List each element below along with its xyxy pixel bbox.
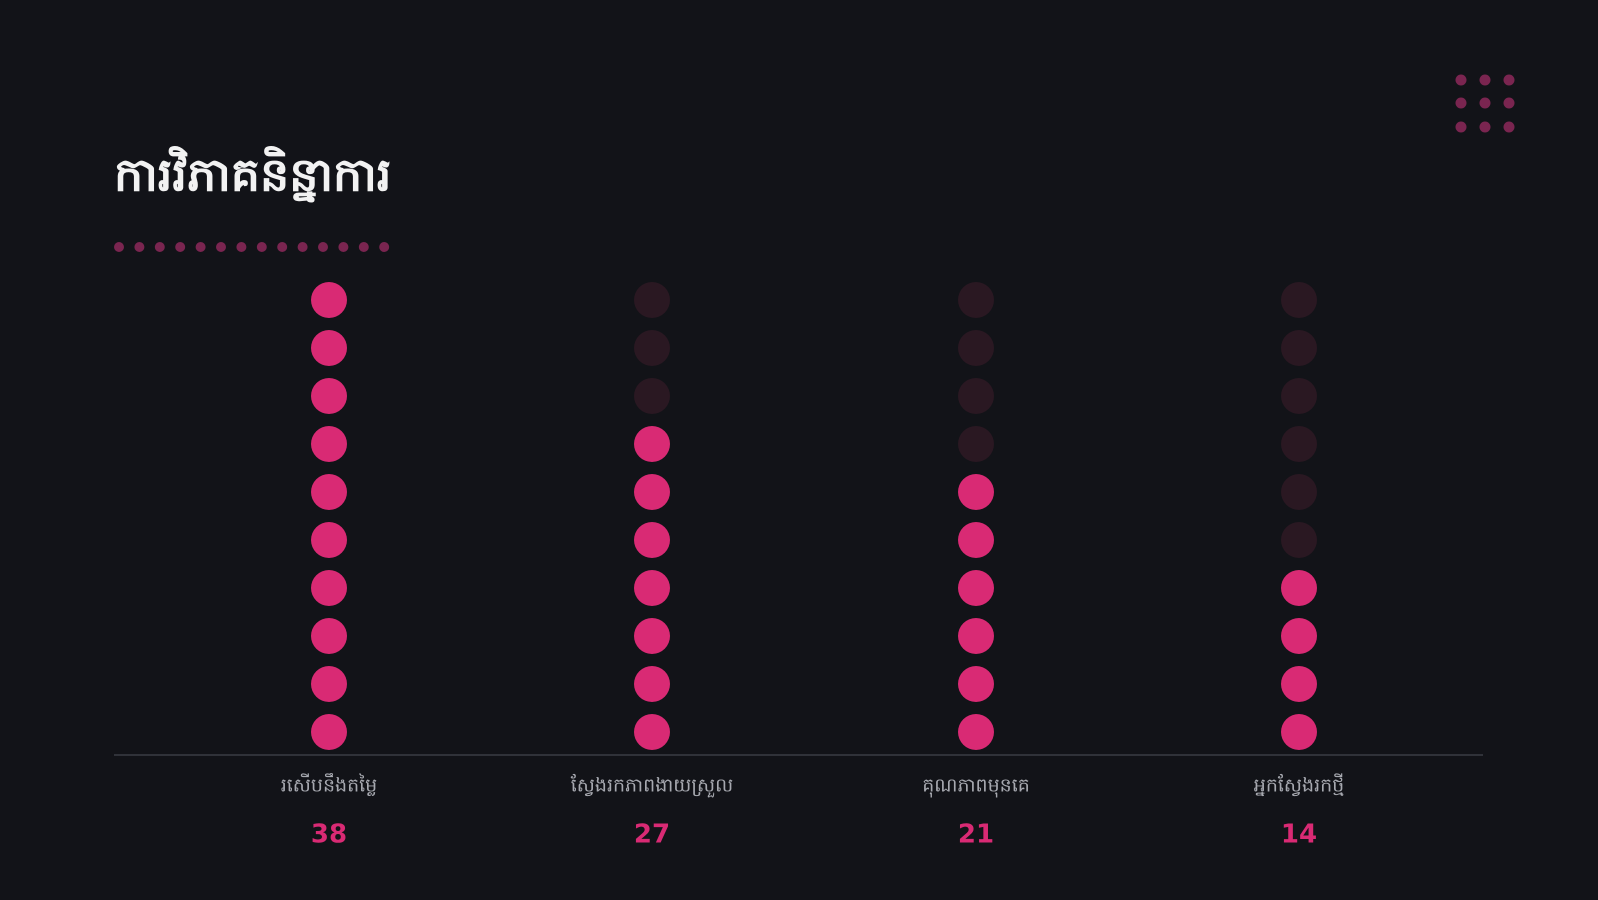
deco-dot xyxy=(338,242,349,252)
dot-filled xyxy=(634,618,670,654)
dot-empty xyxy=(1281,474,1317,510)
deco-dot xyxy=(277,242,288,252)
dot-filled xyxy=(634,666,670,702)
dot-filled xyxy=(958,522,994,558)
dot-empty xyxy=(958,426,994,462)
dot-empty xyxy=(634,282,670,318)
dot-column xyxy=(958,282,994,750)
dot-filled xyxy=(1281,618,1317,654)
dot-filled xyxy=(311,330,347,366)
dot-empty xyxy=(634,330,670,366)
dot-filled xyxy=(311,714,347,750)
dot-column xyxy=(1281,282,1317,750)
dot-filled xyxy=(311,378,347,414)
deco-dot xyxy=(114,242,124,252)
dot-empty xyxy=(1281,522,1317,558)
chart-title: ការវិភាគនិន្នាការ xyxy=(114,146,391,203)
corner-dots xyxy=(1455,74,1515,133)
deco-dot xyxy=(379,242,390,252)
dot-filled xyxy=(311,618,347,654)
category-label: ស្វែងរកភាពងាយស្រួល xyxy=(571,774,733,799)
deco-dot xyxy=(256,242,267,252)
deco-dot xyxy=(216,242,226,252)
deco-dot xyxy=(154,242,165,252)
dot-filled xyxy=(311,282,347,318)
dot-empty xyxy=(958,330,994,366)
dot-filled xyxy=(634,570,670,606)
dot-empty xyxy=(1281,426,1317,462)
dot-filled xyxy=(311,570,347,606)
dot-empty xyxy=(1281,378,1317,414)
dot-filled xyxy=(958,570,994,606)
dot-filled xyxy=(311,426,347,462)
dot-filled xyxy=(958,474,994,510)
dot-filled xyxy=(634,426,670,462)
dot-empty xyxy=(958,282,994,318)
dot-filled xyxy=(1281,714,1317,750)
deco-dot xyxy=(297,242,308,252)
deco-dot xyxy=(358,242,369,252)
value-label: 21 xyxy=(958,820,994,850)
dot-filled xyxy=(958,714,994,750)
value-label: 27 xyxy=(634,820,670,850)
dot-filled xyxy=(958,618,994,654)
dot-filled xyxy=(311,666,347,702)
deco-dot xyxy=(236,242,247,252)
dot-filled xyxy=(634,714,670,750)
title-underline-dots xyxy=(114,242,390,252)
dot-empty xyxy=(1281,282,1317,318)
deco-dot xyxy=(175,242,186,252)
dot-filled xyxy=(634,474,670,510)
category-label: រសើបនឹងតម្លៃ xyxy=(281,773,377,797)
value-label: 14 xyxy=(1281,820,1317,850)
dot-filled xyxy=(1281,570,1317,606)
deco-dot xyxy=(195,242,206,252)
dot-empty xyxy=(958,378,994,414)
dot-column xyxy=(311,282,347,750)
category-label: គុណភាពមុនគេ xyxy=(922,775,1030,799)
value-label: 38 xyxy=(311,820,347,850)
dot-filled xyxy=(1281,666,1317,702)
dot-filled xyxy=(311,474,347,510)
dot-filled xyxy=(958,666,994,702)
dot-filled xyxy=(311,522,347,558)
deco-dot xyxy=(134,242,145,252)
dot-filled xyxy=(634,522,670,558)
deco-dot xyxy=(318,242,328,252)
category-label: អ្នកស្វែងរកថ្មី xyxy=(1254,773,1344,797)
dot-empty xyxy=(1281,330,1317,366)
dot-column xyxy=(634,282,670,750)
dot-empty xyxy=(634,378,670,414)
